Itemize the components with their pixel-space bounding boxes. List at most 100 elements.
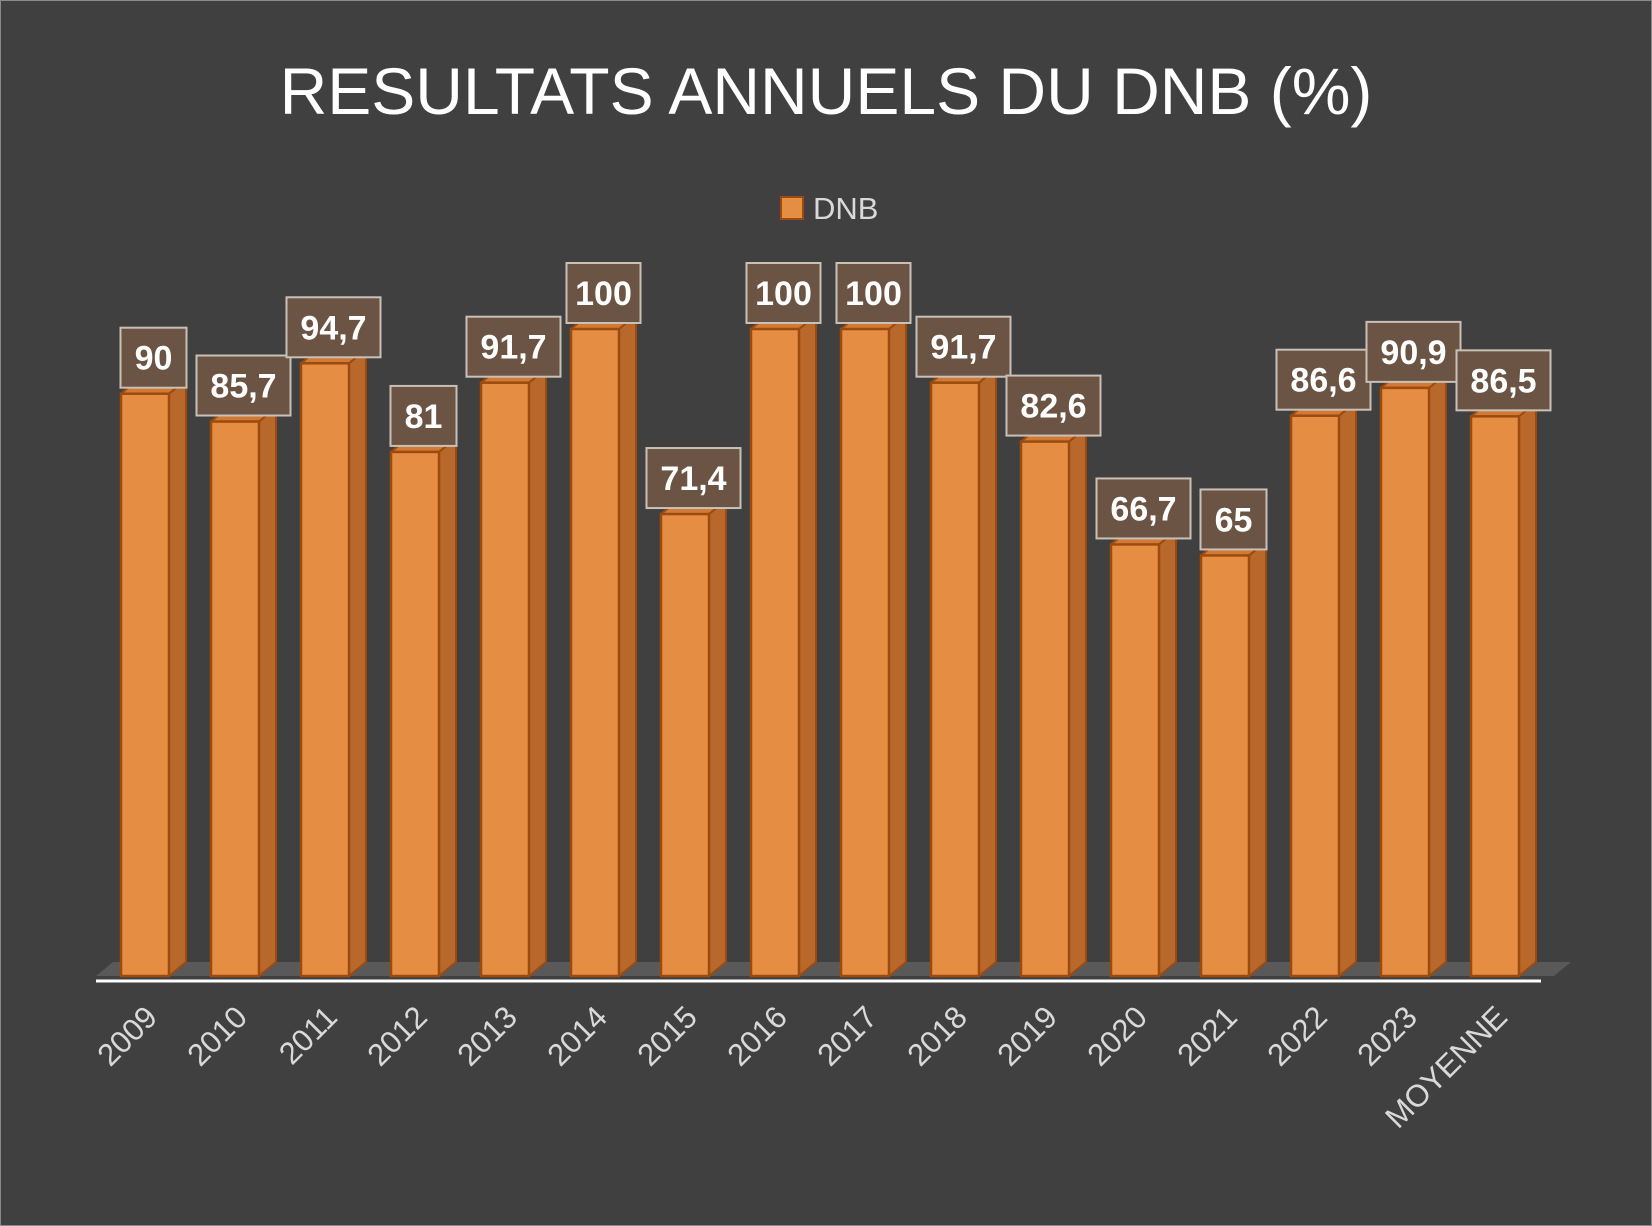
data-label-box	[119, 326, 188, 389]
bar-side-face	[168, 378, 187, 977]
x-tick-label: 2013	[450, 999, 524, 1073]
bar-2009	[119, 378, 187, 978]
data-label-text: 100	[575, 275, 632, 313]
data-label-box	[195, 354, 292, 417]
data-label-2019: 82,6	[1005, 374, 1102, 437]
x-tick-label: 2017	[810, 999, 884, 1073]
bar-2020	[1109, 529, 1177, 978]
data-label-2018: 91,7	[915, 315, 1012, 378]
bar-side-face	[438, 436, 457, 977]
chart-title: RESULTATS ANNUELS DU DNB (%)	[280, 54, 1373, 128]
data-label-text: 94,7	[300, 309, 366, 347]
data-label-box	[645, 447, 742, 510]
bar-front-face	[1109, 543, 1161, 978]
x-tick-label: 2009	[90, 999, 164, 1073]
x-tick-label: 2023	[1350, 999, 1424, 1073]
data-label-box	[915, 315, 1012, 378]
bar-2015	[659, 499, 727, 978]
bar-side-face	[528, 367, 547, 977]
bar-side-face	[1248, 540, 1267, 977]
data-label-box	[1275, 348, 1372, 411]
data-labels-group: 90 85,7 94,7 81 91,7 100 71,4 100 100 91,7 82,6 66,…	[119, 262, 1552, 551]
legend-swatch	[780, 196, 804, 220]
data-label-2009: 90	[119, 326, 188, 389]
x-tick-label: 2022	[1260, 999, 1334, 1073]
data-label-box	[389, 384, 458, 447]
bar-front-face	[1289, 414, 1341, 978]
data-label-text: 65	[1215, 501, 1253, 539]
bar-2016	[749, 314, 817, 978]
bar-2014	[569, 314, 637, 978]
data-label-2016: 100	[745, 262, 822, 324]
data-label-2013: 91,7	[465, 315, 562, 378]
data-label-text: 71,4	[660, 460, 726, 498]
bar-front-face	[1199, 554, 1251, 978]
data-label-2017: 100	[835, 262, 912, 324]
data-label-box	[835, 262, 912, 324]
data-label-text: 66,7	[1110, 490, 1176, 528]
data-label-2012: 81	[389, 384, 458, 447]
legend-label: DNB	[813, 191, 878, 226]
bar-front-face	[659, 512, 711, 978]
x-tick-label: 2012	[360, 999, 434, 1073]
data-label-moyenne: 86,5	[1455, 349, 1552, 412]
x-tick-label: 2016	[720, 999, 794, 1073]
data-label-box	[565, 262, 642, 324]
bar-2022	[1289, 400, 1357, 978]
bar-side-face	[888, 314, 907, 977]
x-tick-label: 2015	[630, 999, 704, 1073]
bar-front-face	[749, 327, 801, 978]
bar-side-face	[258, 406, 277, 977]
data-label-2014: 100	[565, 262, 642, 324]
bar-side-face	[708, 499, 727, 977]
data-label-text: 82,6	[1020, 388, 1086, 426]
x-axis-tick-labels: 2009 2010 2011 2012 2013 2014 2015 2016 2017 2018…	[90, 999, 1514, 1135]
x-tick-label: 2010	[180, 999, 254, 1073]
bar-side-face	[978, 367, 997, 977]
data-label-text: 90,9	[1380, 334, 1446, 372]
bar-front-face	[209, 420, 261, 978]
data-label-2020: 66,7	[1095, 477, 1192, 540]
bar-2021	[1199, 540, 1267, 978]
data-label-2022: 86,6	[1275, 348, 1372, 411]
data-label-text: 86,6	[1290, 362, 1356, 400]
bar-2019	[1019, 426, 1087, 978]
data-label-box	[745, 262, 822, 324]
data-label-text: 91,7	[930, 329, 996, 367]
data-label-text: 90	[135, 340, 173, 378]
data-label-box	[1095, 477, 1192, 540]
data-label-2010: 85,7	[195, 354, 292, 417]
data-label-text: 100	[755, 275, 812, 313]
bar-2013	[479, 367, 547, 978]
bar-2012	[389, 436, 457, 978]
data-label-2023: 90,9	[1365, 320, 1462, 383]
bar-side-face	[1428, 372, 1447, 977]
bar-front-face	[299, 362, 351, 978]
chart-legend: DNB	[780, 191, 878, 226]
data-label-text: 86,5	[1470, 362, 1536, 400]
bar-2017	[839, 314, 907, 978]
data-label-box	[1005, 374, 1102, 437]
x-tick-label: 2020	[1080, 999, 1154, 1073]
bar-moyenne	[1469, 401, 1537, 978]
x-tick-label: 2018	[900, 999, 974, 1073]
bar-2011	[299, 348, 367, 978]
x-tick-label: 2021	[1170, 999, 1244, 1073]
bar-front-face	[1469, 415, 1521, 978]
x-tick-label: 2014	[540, 999, 614, 1073]
data-label-2015: 71,4	[645, 447, 742, 510]
bar-side-face	[1068, 426, 1087, 977]
data-label-text: 91,7	[480, 329, 546, 367]
data-label-box	[1365, 320, 1462, 383]
data-label-box	[465, 315, 562, 378]
x-tick-label: 2011	[272, 999, 344, 1071]
bar-side-face	[798, 314, 817, 977]
bar-2018	[929, 367, 997, 978]
bar-2023	[1379, 372, 1447, 978]
x-tick-label: 2019	[990, 999, 1064, 1073]
data-label-2011: 94,7	[285, 296, 382, 359]
data-label-box	[285, 296, 382, 359]
bar-front-face	[1019, 440, 1071, 978]
